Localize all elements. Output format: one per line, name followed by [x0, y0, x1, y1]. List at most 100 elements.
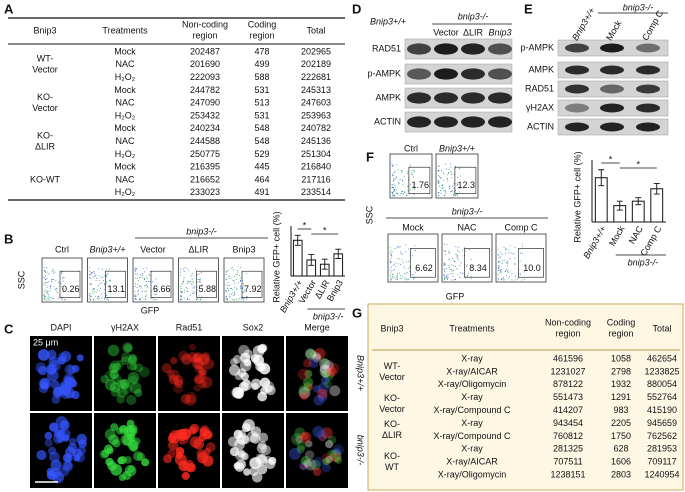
- table-cell: 552764: [647, 392, 677, 402]
- flow-event: [522, 245, 524, 247]
- flow-event: [98, 290, 100, 292]
- flow-event: [455, 279, 457, 281]
- column-label: Sox2: [243, 322, 264, 332]
- flow-event: [514, 279, 516, 281]
- flow-event: [443, 269, 445, 271]
- flow-event: [102, 280, 104, 282]
- flow-event: [134, 296, 136, 298]
- flow-event: [462, 249, 464, 251]
- flow-event: [225, 299, 227, 301]
- nucleus: [109, 370, 120, 380]
- flow-event: [397, 193, 399, 195]
- flow-event: [225, 274, 227, 276]
- flow-event: [520, 252, 522, 254]
- nucleus: [319, 365, 332, 378]
- table-cell: 880054: [647, 379, 677, 389]
- flow-event: [497, 277, 499, 279]
- nucleus: [304, 459, 317, 471]
- flow-event: [395, 262, 397, 264]
- table-cell: X-ray/Compound C: [433, 431, 511, 441]
- flow-event: [225, 290, 227, 292]
- flow-event: [402, 193, 404, 195]
- nucleus: [262, 381, 275, 393]
- table-header: Treatments: [449, 323, 495, 333]
- flow-event: [149, 274, 151, 276]
- flow-event: [391, 195, 393, 197]
- flow-event: [457, 195, 459, 197]
- flow-event: [393, 269, 395, 271]
- flow-value: 13.1: [108, 284, 126, 294]
- table-header: region: [192, 30, 217, 40]
- flow-event: [412, 169, 414, 171]
- flow-value: 8.34: [469, 263, 487, 273]
- nucleus: [174, 379, 184, 388]
- nucleus: [330, 451, 341, 463]
- flow-event: [469, 249, 471, 251]
- flow-event: [397, 246, 399, 248]
- nucleus: [305, 348, 316, 359]
- flow-event: [443, 263, 445, 265]
- flow-event: [225, 278, 227, 280]
- table-cell: 217116: [301, 174, 330, 184]
- flow-event: [43, 294, 45, 296]
- group-label: WT-: [384, 361, 401, 371]
- flow-event: [139, 277, 141, 279]
- flow-event: [446, 243, 448, 245]
- flow-event: [181, 292, 183, 294]
- blot-band: [636, 43, 660, 53]
- flow-event: [104, 288, 106, 290]
- flow-event: [105, 275, 107, 277]
- nucleus: [116, 359, 124, 368]
- nucleus: [296, 440, 307, 451]
- flow-gate: [410, 248, 436, 278]
- table-cell: 216395: [190, 162, 220, 172]
- flow-event: [61, 277, 63, 279]
- nucleus: [229, 364, 241, 376]
- flow-event: [452, 276, 454, 278]
- flow-event: [193, 285, 195, 287]
- flow-event: [108, 285, 110, 287]
- table-header: Treatments: [102, 25, 148, 35]
- flow-event: [192, 292, 194, 294]
- nucleus: [297, 368, 310, 381]
- nucleus: [298, 384, 310, 396]
- flow-event: [390, 261, 392, 263]
- flow-event: [58, 295, 60, 297]
- flow-event: [103, 297, 105, 299]
- flow-event: [406, 278, 408, 280]
- nucleus: [253, 354, 265, 366]
- flow-event: [407, 185, 409, 187]
- table-header: Bnip3: [33, 25, 56, 35]
- flow-event: [457, 183, 459, 185]
- flow-event: [153, 299, 155, 301]
- table-cell: 513: [254, 98, 269, 108]
- flow-event: [413, 185, 415, 187]
- flow-event: [226, 297, 228, 299]
- nucleus: [173, 375, 184, 386]
- flow-event: [394, 189, 396, 191]
- flow-event: [401, 191, 403, 193]
- flow-event: [197, 289, 199, 291]
- table-cell: 1932: [611, 379, 631, 389]
- flow-event: [48, 297, 50, 299]
- flow-event: [447, 274, 449, 276]
- flow-event: [497, 279, 499, 281]
- axis-label: SSC: [16, 270, 26, 289]
- flow-event: [53, 297, 55, 299]
- micrograph: [286, 336, 348, 411]
- flow-event: [225, 297, 227, 299]
- flow-event: [395, 177, 397, 179]
- nucleus: [134, 389, 143, 397]
- flow-event: [231, 299, 233, 301]
- flow-event: [200, 271, 202, 273]
- flow-event: [497, 248, 499, 250]
- flow-event: [236, 270, 238, 272]
- flow-event: [230, 287, 232, 289]
- group-label: KO-: [384, 393, 400, 403]
- flow-event: [453, 265, 455, 267]
- flow-event: [448, 265, 450, 267]
- flow-event: [134, 283, 136, 285]
- flow-value: 0.26: [62, 284, 80, 294]
- flow-event: [135, 268, 137, 270]
- flow-event: [146, 267, 148, 269]
